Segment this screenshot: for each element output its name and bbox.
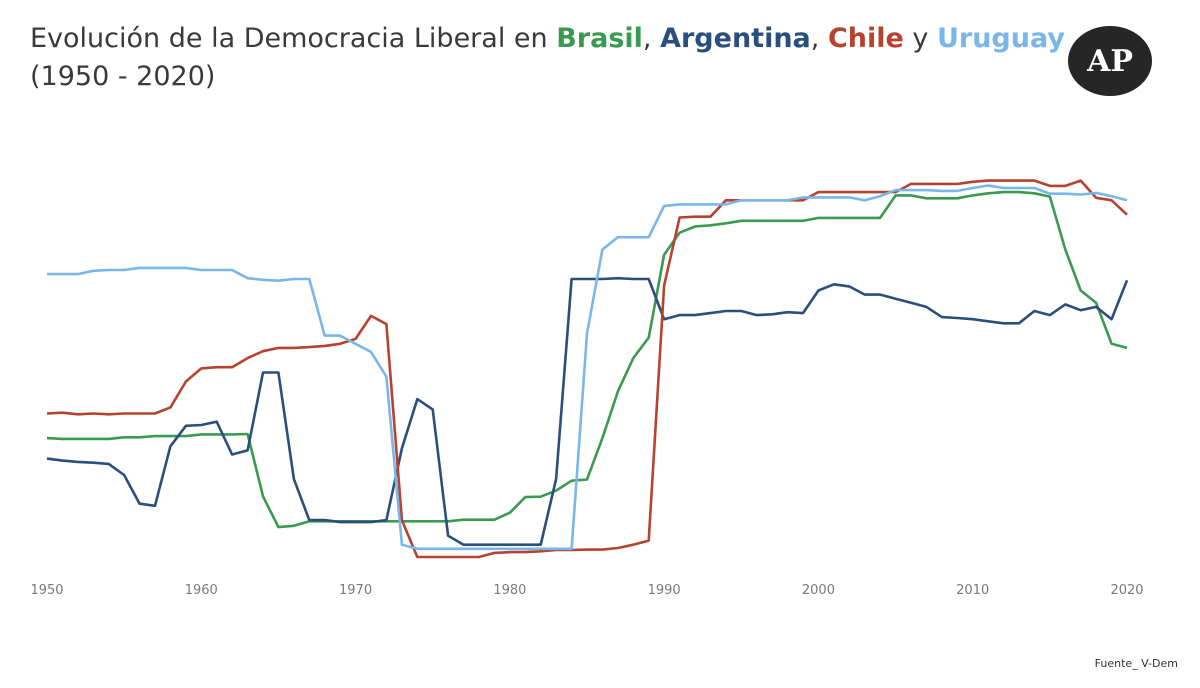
series-line-chile: [46, 179, 1128, 559]
title-separator-1: ,: [642, 23, 661, 54]
title-country-brasil: Brasil: [556, 23, 643, 54]
title-line-1: Evolución de la Democracia Liberal en Br…: [30, 20, 1065, 58]
x-tick-label: 2010: [956, 583, 989, 598]
x-tick-label: 2020: [1110, 583, 1143, 598]
ap-logo: AP: [1068, 26, 1152, 96]
x-tick-label: 1970: [339, 583, 372, 598]
title-line-2: (1950 - 2020): [30, 61, 216, 92]
title-country-uruguay: Uruguay: [936, 23, 1065, 54]
series-line-argentina: [46, 276, 1129, 546]
x-tick-label: 1950: [30, 583, 63, 598]
x-tick-label: 1990: [648, 583, 681, 598]
series-lines: [46, 179, 1129, 559]
series-line-brasil: [46, 190, 1128, 529]
title-country-chile: Chile: [827, 23, 904, 54]
title-separator-2: ,: [810, 23, 828, 54]
title-prefix: Evolución de la Democracia Liberal en: [30, 23, 557, 54]
series-line-uruguay: [47, 184, 1128, 551]
x-tick-label: 1980: [493, 583, 526, 598]
x-tick-label: 2000: [802, 583, 835, 598]
chart-title: Evolución de la Democracia Liberal en Br…: [30, 20, 1065, 96]
title-country-argentina: Argentina: [660, 23, 811, 54]
x-axis-ticks: 1950 1960 1970 1980 1990 2000 2010 2020: [30, 583, 1143, 598]
source-note: Fuente_ V-Dem: [1094, 657, 1178, 670]
title-separator-3: y: [903, 23, 937, 54]
x-tick-label: 1960: [185, 583, 218, 598]
